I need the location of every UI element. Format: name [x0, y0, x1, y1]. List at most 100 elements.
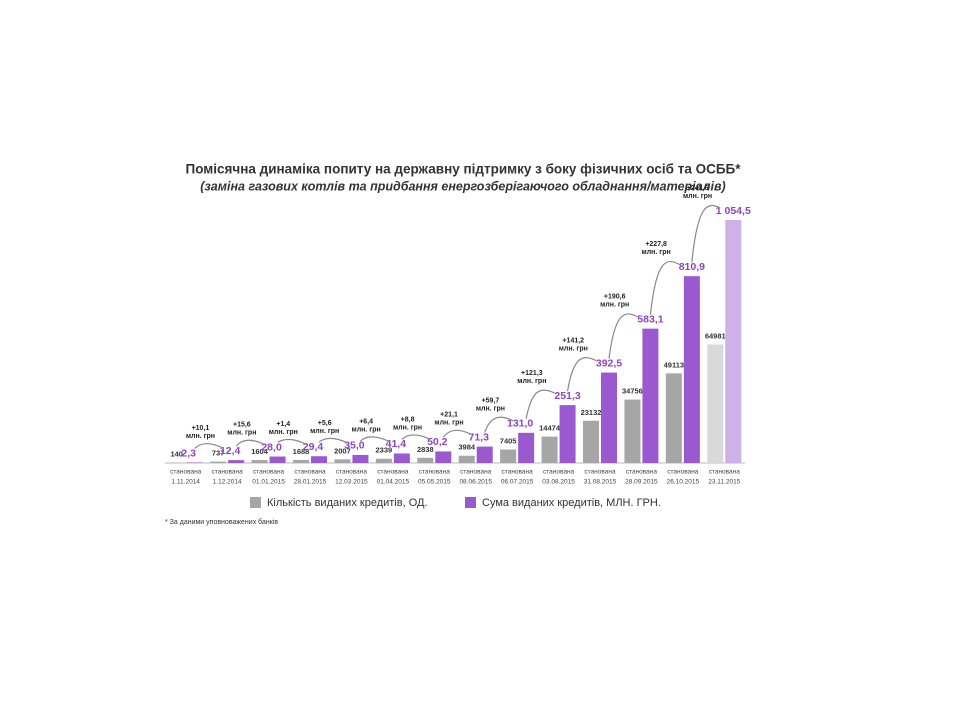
annotation: +227,8	[645, 241, 667, 248]
count-label: 49113	[664, 360, 684, 369]
arrow	[360, 437, 388, 442]
bar	[624, 400, 640, 463]
x-tick-prefix: станована	[336, 469, 368, 476]
x-tick-label: 03.08.2015	[542, 479, 575, 486]
x-tick-prefix: станована	[584, 469, 616, 476]
annotation-unit: млн. грн	[642, 249, 671, 256]
annotation-unit: млн. грн	[434, 419, 463, 426]
annotation-unit: млн. грн	[476, 406, 505, 413]
bar	[560, 405, 576, 463]
bar	[311, 456, 327, 463]
annotation: +121,3	[521, 370, 543, 377]
legend-swatch	[250, 497, 261, 508]
footnote: * За даними уповноважених банків	[165, 518, 278, 526]
arrow	[650, 262, 678, 315]
x-tick-label: 01.01.2015	[252, 479, 285, 486]
sum-label: 810,9	[679, 261, 705, 273]
x-tick-prefix: станована	[377, 469, 409, 476]
x-tick-label: 1.12.2014	[213, 479, 242, 486]
bar	[542, 437, 558, 463]
sum-label: 29,4	[303, 441, 324, 453]
legend-label: Сума виданих кредитів, МЛН. ГРН.	[482, 497, 661, 509]
x-tick-label: 23.11.2015	[708, 479, 740, 486]
x-tick-label: 01.04.2015	[377, 479, 410, 486]
x-tick-prefix: станована	[709, 469, 741, 476]
annotation: +141,2	[562, 337, 584, 344]
arrow	[278, 439, 306, 444]
bar	[417, 458, 433, 463]
x-tick-prefix: станована	[502, 469, 534, 476]
bar	[334, 459, 350, 463]
count-label: 7405	[500, 436, 517, 445]
bar	[666, 373, 682, 463]
bar	[477, 447, 493, 463]
arrow	[402, 435, 430, 440]
x-tick-label: 28.09.2015	[625, 479, 658, 486]
bar	[352, 455, 368, 463]
bar	[394, 453, 410, 463]
x-tick-prefix: станована	[294, 469, 326, 476]
sum-label: 71,3	[468, 431, 489, 443]
x-tick-prefix: станована	[626, 469, 658, 476]
sum-label: 392,5	[596, 357, 622, 369]
annotation: +190,6	[604, 293, 626, 300]
x-tick-label: 12.03.2015	[335, 479, 368, 486]
arrow	[568, 358, 596, 391]
sum-label: 583,1	[637, 313, 663, 325]
x-tick-prefix: станована	[667, 469, 699, 476]
bar	[459, 456, 475, 463]
annotation: +6,4	[359, 418, 373, 425]
annotation: +59,7	[482, 398, 500, 405]
count-label: 14474	[539, 424, 561, 433]
annotation: +21,1	[440, 411, 458, 418]
legend-swatch	[465, 497, 476, 508]
sum-label: 2,3	[181, 447, 196, 459]
bar	[707, 344, 723, 463]
count-label: 64981	[705, 331, 726, 340]
sum-label: 35,0	[344, 440, 365, 452]
bar	[518, 433, 534, 463]
x-tick-label: 28.01.2015	[294, 479, 327, 486]
bar	[500, 449, 516, 463]
annotation-unit: млн. грн	[269, 429, 298, 436]
sum-label: 50,2	[427, 436, 448, 448]
bar	[601, 373, 617, 463]
x-tick-label: 31.08.2015	[584, 479, 617, 486]
bar	[252, 460, 268, 463]
count-label: 23132	[581, 408, 602, 417]
bar	[684, 276, 700, 463]
count-label: 34756	[622, 387, 643, 396]
bar	[642, 329, 658, 463]
bar	[187, 462, 203, 463]
annotation-unit: млн. грн	[559, 345, 588, 352]
annotation-unit: млн. грн	[517, 378, 546, 385]
sum-label: 12,4	[220, 445, 241, 457]
bar	[725, 220, 741, 463]
bar	[583, 421, 599, 463]
sum-label: 28,0	[261, 441, 282, 453]
annotation: +5,6	[318, 420, 332, 427]
x-tick-label: 08.06.2015	[459, 479, 492, 486]
legend-label: Кількість виданих кредитів, ОД.	[267, 497, 428, 509]
x-tick-prefix: станована	[460, 469, 492, 476]
bar	[210, 462, 226, 463]
annotation: +243,6	[687, 185, 709, 192]
arrow	[526, 390, 554, 419]
arrow	[609, 314, 637, 359]
x-tick-prefix: станована	[543, 469, 575, 476]
annotation-unit: млн. грн	[683, 193, 712, 200]
annotation: +1,4	[276, 421, 290, 428]
x-tick-label: 26.10.2015	[667, 479, 700, 486]
x-tick-prefix: станована	[419, 469, 451, 476]
annotation-unit: млн. грн	[227, 429, 256, 436]
annotation-unit: млн. грн	[186, 433, 215, 440]
x-tick-label: 06.07.2015	[501, 479, 534, 486]
sum-label: 41,4	[386, 438, 407, 450]
annotation: +8,8	[401, 416, 415, 423]
x-tick-prefix: станована	[253, 469, 285, 476]
sum-label: 1 054,5	[716, 205, 751, 217]
x-tick-prefix: станована	[170, 469, 202, 476]
annotation-unit: млн. грн	[600, 301, 629, 308]
